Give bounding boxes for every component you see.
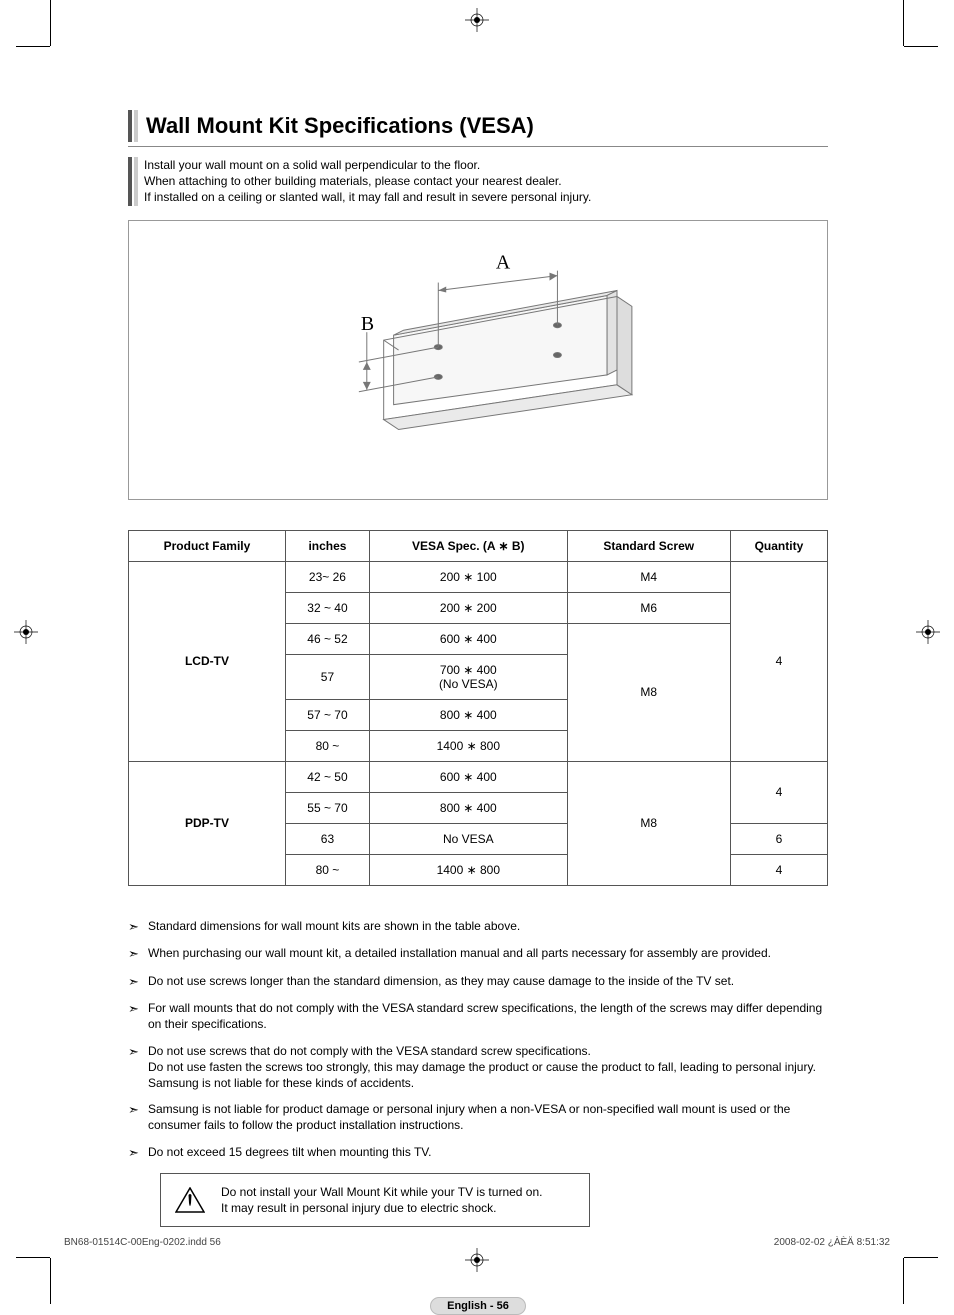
note-item: ➣ For wall mounts that do not comply wit… [128,1000,828,1032]
cell-screw: M8 [567,623,730,761]
th-family: Product Family [129,530,286,561]
notes-list: ➣ Standard dimensions for wall mount kit… [128,918,828,1162]
cell-family: PDP-TV [129,761,286,885]
intro-line: If installed on a ceiling or slanted wal… [144,189,591,205]
note-item: ➣ Do not use screws that do not comply w… [128,1043,828,1092]
arrow-icon: ➣ [128,1144,148,1162]
table-row: LCD-TV 23~ 26 200 ∗ 100 M4 4 [129,561,828,592]
th-qty: Quantity [730,530,827,561]
diagram-label-a: A [496,251,511,273]
crop-mark [904,46,938,47]
cell-vesa: 200 ∗ 100 [369,561,567,592]
intro-accent-bar [134,157,138,206]
note-text: Do not use screws longer than the standa… [148,973,828,991]
cell-inches: 23~ 26 [285,561,369,592]
intro-block: Install your wall mount on a solid wall … [128,157,828,206]
crop-mark [50,0,51,46]
note-text: Do not exceed 15 degrees tilt when mount… [148,1144,828,1162]
warning-text: Do not install your Wall Mount Kit while… [221,1184,542,1216]
cell-vesa: 700 ∗ 400 (No VESA) [369,654,567,699]
arrow-icon: ➣ [128,1043,148,1092]
note-text: Standard dimensions for wall mount kits … [148,918,828,936]
warning-triangle-icon [175,1187,205,1213]
note-text: Samsung is not liable for product damage… [148,1101,828,1133]
title-row: Wall Mount Kit Specifications (VESA) [128,110,828,142]
intro-text: Install your wall mount on a solid wall … [144,157,591,206]
cell-vesa: 1400 ∗ 800 [369,854,567,885]
intro-line: Install your wall mount on a solid wall … [144,157,591,173]
note-text: When purchasing our wall mount kit, a de… [148,945,828,963]
title-accent-bar [128,110,132,142]
note-text: For wall mounts that do not comply with … [148,1000,828,1032]
cell-family: LCD-TV [129,561,286,761]
page-number-badge: English - 56 [430,1297,526,1315]
page-content: Wall Mount Kit Specifications (VESA) Ins… [128,110,828,1315]
th-vesa: VESA Spec. (A ∗ B) [369,530,567,561]
cell-vesa: 1400 ∗ 800 [369,730,567,761]
table-header-row: Product Family inches VESA Spec. (A ∗ B)… [129,530,828,561]
crop-mark [16,46,50,47]
intro-line: When attaching to other building materia… [144,173,591,189]
cell-vesa: 200 ∗ 200 [369,592,567,623]
crop-mark [904,1257,938,1258]
note-text: Do not use screws that do not comply wit… [148,1043,828,1092]
cell-inches: 80 ~ [285,854,369,885]
diagram-label-b: B [361,313,374,335]
registration-mark-icon [14,620,38,644]
footer-filename: BN68-01514C-00Eng-0202.indd 56 [64,1237,221,1248]
crop-mark [50,1258,51,1304]
note-item: ➣ When purchasing our wall mount kit, a … [128,945,828,963]
note-item: ➣ Samsung is not liable for product dama… [128,1101,828,1133]
page-title: Wall Mount Kit Specifications (VESA) [146,110,534,142]
intro-accent-bar [128,157,132,206]
cell-inches: 32 ~ 40 [285,592,369,623]
crop-mark [903,1258,904,1304]
vesa-diagram: A B [128,220,828,500]
arrow-icon: ➣ [128,945,148,963]
cell-vesa: 600 ∗ 400 [369,761,567,792]
print-footer: BN68-01514C-00Eng-0202.indd 56 2008-02-0… [64,1237,890,1248]
cell-vesa: 600 ∗ 400 [369,623,567,654]
cell-inches: 42 ~ 50 [285,761,369,792]
cell-qty: 6 [730,823,827,854]
th-screw: Standard Screw [567,530,730,561]
arrow-icon: ➣ [128,1000,148,1032]
note-item: ➣ Do not exceed 15 degrees tilt when mou… [128,1144,828,1162]
title-underline [128,146,828,147]
th-inches: inches [285,530,369,561]
cell-inches: 80 ~ [285,730,369,761]
arrow-icon: ➣ [128,1101,148,1133]
footer-timestamp: 2008-02-02 ¿ÀÈÄ 8:51:32 [774,1237,890,1248]
cell-screw: M4 [567,561,730,592]
cell-inches: 63 [285,823,369,854]
cell-screw: M6 [567,592,730,623]
registration-mark-icon [465,8,489,32]
title-accent-bar [134,110,138,142]
cell-vesa: 800 ∗ 400 [369,699,567,730]
arrow-icon: ➣ [128,918,148,936]
registration-mark-icon [916,620,940,644]
cell-qty: 4 [730,761,827,823]
table-row: PDP-TV 42 ~ 50 600 ∗ 400 M8 4 [129,761,828,792]
cell-inches: 46 ~ 52 [285,623,369,654]
crop-mark [903,0,904,46]
cell-qty: 4 [730,854,827,885]
note-item: ➣ Do not use screws longer than the stan… [128,973,828,991]
arrow-icon: ➣ [128,973,148,991]
crop-mark [16,1257,50,1258]
vesa-spec-table: Product Family inches VESA Spec. (A ∗ B)… [128,530,828,886]
cell-qty: 4 [730,561,827,761]
cell-vesa: No VESA [369,823,567,854]
cell-screw: M8 [567,761,730,885]
cell-vesa: 800 ∗ 400 [369,792,567,823]
cell-inches: 57 ~ 70 [285,699,369,730]
cell-inches: 57 [285,654,369,699]
warning-box: Do not install your Wall Mount Kit while… [160,1173,590,1227]
cell-inches: 55 ~ 70 [285,792,369,823]
note-item: ➣ Standard dimensions for wall mount kit… [128,918,828,936]
